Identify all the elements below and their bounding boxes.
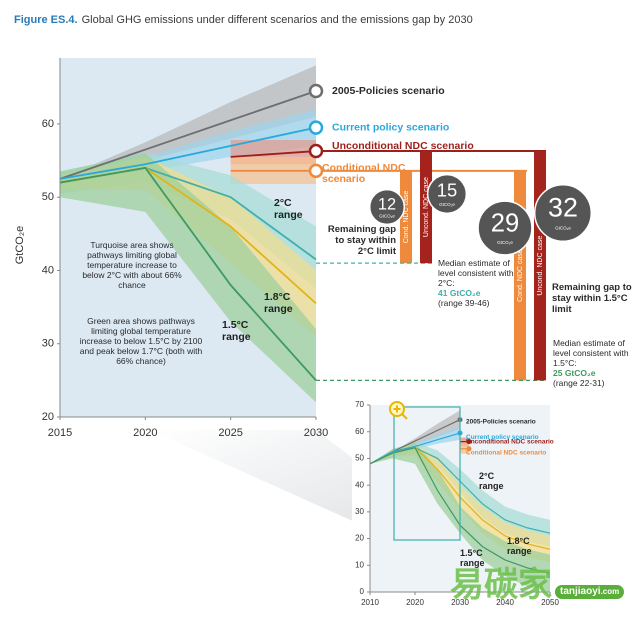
- series-line: [59, 166, 317, 381]
- series-end-marker: [308, 120, 324, 135]
- x-tick-label: 2030: [304, 427, 328, 439]
- gap-circle: [477, 200, 533, 256]
- series-label: Conditional NDC scenario: [466, 450, 546, 457]
- series-label: Conditional NDC scenario: [322, 161, 406, 186]
- series-line: [59, 126, 317, 180]
- x-tick-label: 2020: [406, 598, 424, 607]
- gap-circle: [533, 183, 593, 243]
- note-range: (range 22-31): [553, 378, 605, 389]
- gap-circle: [426, 173, 468, 215]
- series-label: Current policy scenario: [466, 434, 539, 441]
- gap-value: 12: [378, 195, 396, 213]
- y-tick-label: 10: [355, 560, 364, 569]
- note-level: 41 GtCO₂e: [438, 288, 481, 299]
- y-tick-label: 40: [42, 264, 54, 276]
- x-tick-label: 2015: [48, 427, 72, 439]
- series-label: 1.5°C range: [222, 319, 251, 343]
- gap-unit: GtCO₂e: [555, 226, 571, 231]
- x-tick-label: 2010: [361, 598, 379, 607]
- series-end-marker: [308, 143, 324, 159]
- y-tick-label: 0: [360, 587, 365, 596]
- figure-label: Figure ES.4.: [14, 14, 78, 26]
- series-line: [230, 150, 317, 158]
- series-end-marker: [308, 83, 324, 99]
- y-tick-label: 70: [355, 400, 364, 409]
- y-tick-label: 40: [355, 480, 364, 489]
- series-label: Unconditional NDC scenario: [332, 140, 474, 152]
- y-axis-label: GtCO₂e: [14, 226, 26, 265]
- y-tick-label: 30: [355, 507, 364, 516]
- range-band: [370, 442, 550, 547]
- range-band: [60, 153, 316, 403]
- note: Median estimate of level consistent with…: [553, 338, 635, 388]
- gap-bar: [400, 170, 412, 264]
- gap-bar-label: Cond. NDC case: [517, 249, 524, 302]
- gap-bar-label: Cond. NDC case: [403, 191, 410, 244]
- y-tick-label: 60: [42, 118, 54, 130]
- watermark-site: tanjiaoyi.com: [555, 585, 625, 599]
- note-text: Median estimate of level consistent with…: [438, 258, 514, 289]
- note: Turquoise area shows pathways limiting g…: [82, 240, 182, 291]
- series-line: [369, 432, 461, 465]
- gap-bar: [420, 151, 432, 264]
- series-label: 1.8°C range: [264, 291, 293, 315]
- note-text: Median estimate of level consistent with…: [553, 338, 629, 369]
- series-label: 2005-Policies scenario: [332, 85, 445, 97]
- note-level: 25 GtCO₂e: [553, 368, 596, 379]
- watermark-domain: .com: [600, 587, 620, 596]
- series-line: [59, 90, 317, 180]
- x-tick-label: 2030: [451, 598, 469, 607]
- series-label: 1.5°C range: [460, 548, 485, 568]
- gap-unit: GtCO₂e: [439, 202, 455, 207]
- x-tick-label: 2050: [541, 598, 559, 607]
- series-label: Current policy scenario: [332, 121, 449, 133]
- series-label: Unconditional NDC scenario: [466, 438, 554, 445]
- range-band: [370, 410, 460, 464]
- gap-value: 29: [491, 210, 519, 238]
- x-tick-label: 2020: [133, 427, 157, 439]
- note: Median estimate of level consistent with…: [438, 258, 518, 308]
- series-label: 2005-Policies scenario: [466, 418, 536, 425]
- range-band: [60, 109, 316, 179]
- zoom-box: [393, 406, 461, 541]
- y-tick-label: 30: [42, 338, 54, 350]
- series-label: 2°C range: [479, 471, 504, 491]
- gap-unit: GtCO₂e: [379, 214, 395, 219]
- y-tick-label: 50: [42, 191, 54, 203]
- note: Green area shows pathways limiting globa…: [79, 316, 203, 367]
- note: Remaining gap to stay within 2°C limit: [327, 224, 396, 258]
- figure-title: Figure ES.4. Global GHG emissions under d…: [14, 14, 473, 26]
- watermark-site-name: tanjiaoyi: [560, 586, 601, 597]
- zoom-icon-plus: [393, 405, 408, 420]
- series-label: 2°C range: [274, 197, 303, 221]
- gap-bar-label: Uncond. NDC case: [537, 236, 544, 296]
- range-band: [60, 65, 316, 179]
- series-label: 1.8°C range: [507, 536, 532, 556]
- y-tick-label: 20: [355, 534, 364, 543]
- y-tick-label: 50: [355, 454, 364, 463]
- series-end-marker: [466, 446, 472, 452]
- gap-value: 15: [437, 180, 457, 201]
- y-tick-label: 60: [355, 427, 364, 436]
- note: Remaining gap to stay within 1.5°C limit: [552, 282, 632, 316]
- y-tick-label: 20: [42, 411, 54, 423]
- series-end-marker: [466, 439, 472, 445]
- gap-unit: GtCO₂e: [497, 240, 513, 245]
- note-range: (range 39-46): [438, 298, 490, 309]
- series-end-marker: [308, 163, 324, 179]
- gap-circle: [368, 188, 406, 226]
- x-tick-label: 2040: [496, 598, 514, 607]
- watermark-brand: 易碳家: [450, 566, 552, 604]
- figure-title-text: Global GHG emissions under different sce…: [82, 14, 473, 26]
- x-tick-label: 2025: [218, 427, 242, 439]
- gap-bar-label: Uncond. NDC case: [423, 177, 430, 237]
- gap-value: 32: [548, 193, 578, 223]
